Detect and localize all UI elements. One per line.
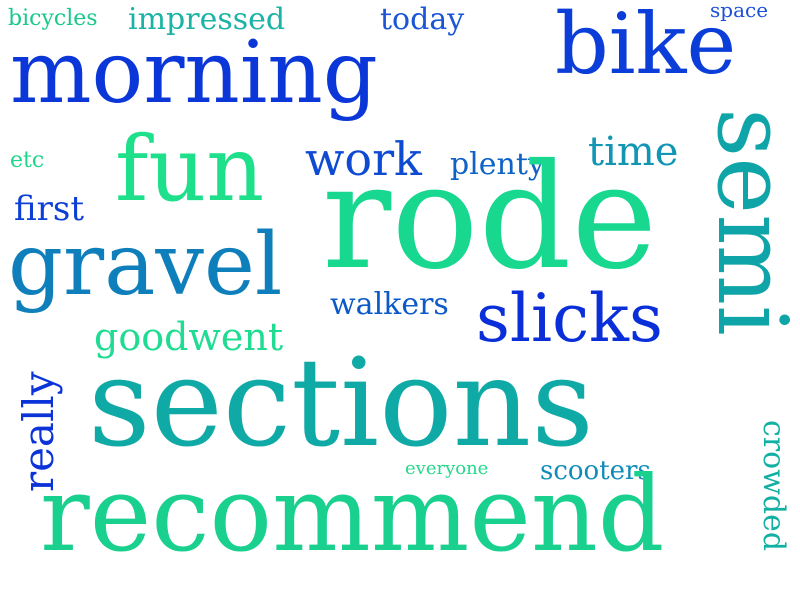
word-impressed: impressed: [128, 2, 286, 37]
word-recommend: recommend: [40, 453, 665, 575]
word-etc: etc: [10, 148, 45, 173]
word-rode: rode: [322, 133, 658, 302]
word-plenty: plenty: [450, 147, 545, 182]
word-bicycles: bicycles: [8, 6, 98, 31]
word-morning: morning: [10, 23, 378, 123]
word-crowded: crowded: [756, 420, 791, 552]
word-sections: sections: [88, 332, 594, 474]
word-walkers: walkers: [330, 287, 449, 322]
word-everyone: everyone: [405, 458, 489, 479]
word-semi: semi: [696, 108, 800, 336]
word-first: first: [14, 189, 85, 229]
word-bike: bike: [555, 0, 737, 93]
word-goodwent: goodwent: [94, 315, 284, 359]
word-gravel: gravel: [8, 215, 283, 315]
word-space: space: [710, 0, 769, 22]
word-work: work: [305, 132, 422, 186]
word-fun: fun: [115, 117, 265, 222]
word-scooters: scooters: [540, 456, 651, 486]
word-time: time: [588, 129, 679, 175]
word-slicks: slicks: [476, 280, 663, 357]
word-today: today: [380, 2, 465, 37]
